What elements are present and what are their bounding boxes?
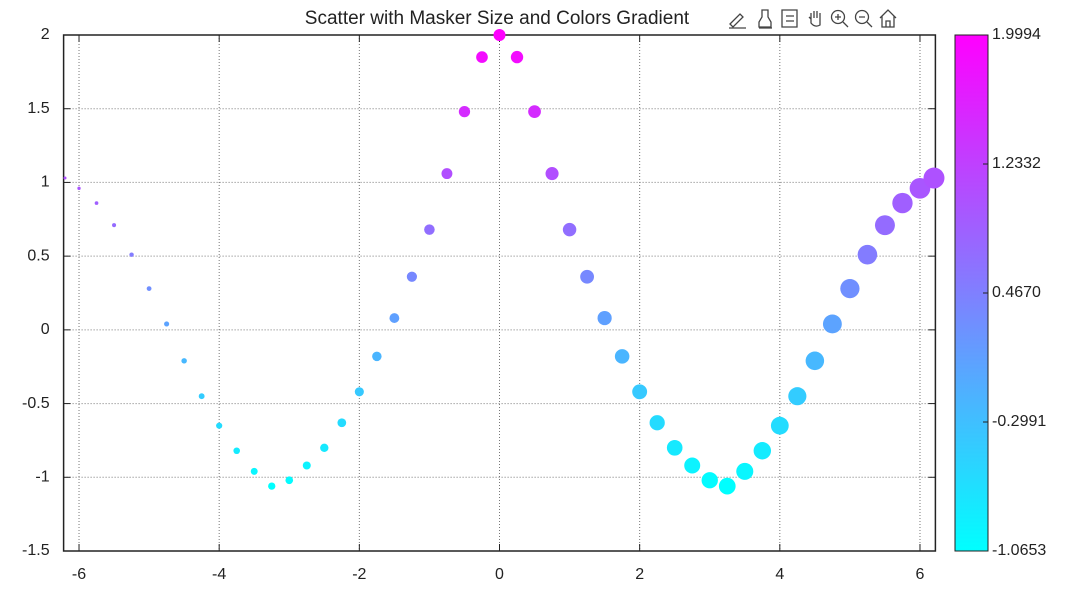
point: [614, 349, 630, 364]
colorbar: [954, 34, 989, 552]
point: [736, 462, 754, 480]
x-tick-label: 2: [635, 566, 644, 583]
point: [441, 168, 453, 180]
y-tick-label: 0: [41, 321, 50, 338]
zoom-in-tool[interactable]: [830, 9, 849, 28]
point: [892, 192, 913, 214]
toolbar: [729, 9, 897, 29]
colorbar-tick-label: 1.9994: [992, 26, 1041, 43]
point: [493, 29, 506, 41]
point: [805, 351, 825, 371]
x-tick-label: -4: [212, 566, 226, 583]
y-tick-label: 2: [41, 26, 50, 43]
point: [198, 393, 205, 400]
edit-tool[interactable]: [729, 13, 746, 29]
point: [129, 252, 134, 257]
point: [528, 105, 541, 119]
point: [580, 269, 595, 284]
point: [285, 476, 294, 485]
point: [372, 351, 382, 362]
point: [302, 461, 311, 470]
colorbar-tick-label: -0.2991: [992, 413, 1046, 430]
point: [562, 222, 577, 237]
point: [250, 467, 258, 475]
x-tick-label: 0: [495, 566, 504, 583]
point: [788, 387, 807, 406]
point: [822, 314, 842, 334]
y-tick-label: 0.5: [27, 247, 49, 264]
point: [164, 321, 170, 327]
point: [337, 418, 347, 428]
point: [666, 439, 683, 456]
point: [840, 278, 860, 299]
point: [753, 442, 772, 460]
point: [632, 384, 648, 400]
point: [701, 472, 718, 489]
point: [770, 416, 789, 435]
colorbar-tick-label: 0.4670: [992, 284, 1041, 301]
x-tick-label: 6: [916, 566, 925, 583]
chart-title: Scatter with Masker Size and Colors Grad…: [305, 8, 690, 29]
point: [874, 215, 895, 236]
colorbar-tick-label: -1.0653: [992, 542, 1046, 559]
y-tick-label: 1: [41, 174, 50, 191]
point: [354, 387, 364, 397]
x-tick-label: -6: [72, 566, 86, 583]
point: [458, 106, 471, 118]
point: [857, 244, 878, 265]
home-tool[interactable]: [879, 9, 897, 28]
point: [424, 224, 435, 235]
point: [320, 443, 329, 452]
x-tick-label: 4: [775, 566, 784, 583]
point: [216, 422, 223, 429]
point: [406, 271, 417, 282]
point: [649, 415, 665, 431]
point: [181, 358, 187, 364]
x-tick-label: -2: [352, 566, 366, 583]
point: [510, 50, 524, 64]
point: [684, 457, 701, 474]
brush-tool[interactable]: [758, 9, 772, 29]
point: [146, 286, 152, 291]
point: [77, 186, 81, 190]
point: [597, 310, 612, 326]
point: [476, 51, 488, 63]
legend-tool[interactable]: [781, 9, 798, 28]
point: [545, 167, 559, 181]
colorbar-tick-label: 1.2332: [992, 155, 1041, 172]
pan-tool[interactable]: [808, 11, 821, 27]
point: [233, 447, 240, 455]
point: [718, 477, 736, 495]
zoom-out-tool[interactable]: [854, 9, 873, 28]
y-tick-label: 1.5: [27, 100, 49, 117]
point: [268, 482, 276, 490]
y-tick-label: -0.5: [22, 395, 50, 412]
point: [389, 313, 400, 323]
y-tick-label: -1.5: [22, 542, 50, 559]
point: [923, 167, 945, 189]
point: [94, 201, 99, 205]
point: [63, 176, 67, 180]
y-tick-label: -1: [35, 469, 49, 486]
point: [112, 223, 117, 228]
